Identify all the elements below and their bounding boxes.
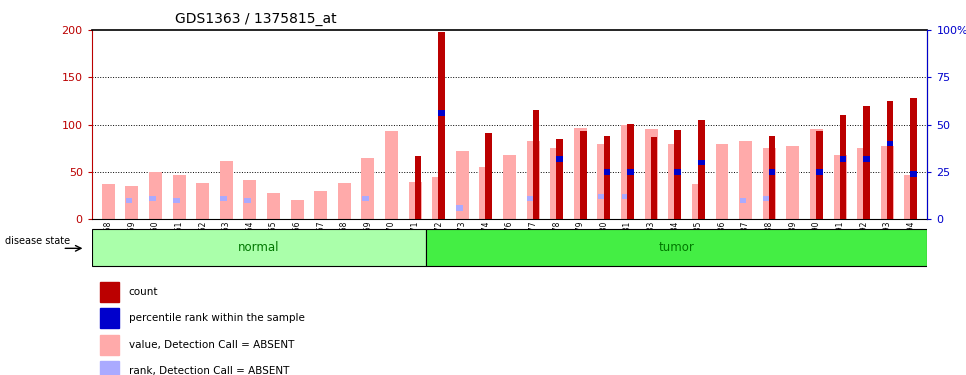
- Bar: [864, 106, 869, 219]
- Bar: [769, 169, 776, 175]
- Bar: [674, 130, 681, 219]
- Bar: [100, 334, 119, 355]
- Bar: [414, 156, 421, 219]
- Bar: [362, 196, 369, 201]
- Bar: [101, 184, 115, 219]
- Bar: [697, 120, 704, 219]
- Bar: [503, 155, 516, 219]
- Bar: [556, 139, 563, 219]
- Bar: [100, 282, 119, 302]
- Text: GDS1363 / 1375815_at: GDS1363 / 1375815_at: [176, 12, 337, 26]
- Bar: [100, 308, 119, 328]
- Text: tumor: tumor: [659, 241, 695, 254]
- Bar: [173, 198, 180, 203]
- Bar: [456, 205, 463, 211]
- Bar: [526, 141, 540, 219]
- Bar: [126, 186, 138, 219]
- Bar: [697, 160, 704, 165]
- Bar: [740, 198, 746, 203]
- Bar: [763, 196, 770, 201]
- Bar: [716, 144, 728, 219]
- Bar: [149, 172, 162, 219]
- Bar: [267, 193, 280, 219]
- Bar: [439, 111, 445, 116]
- Bar: [100, 361, 119, 375]
- Bar: [551, 148, 563, 219]
- Bar: [627, 169, 634, 175]
- Bar: [426, 229, 927, 266]
- Bar: [763, 148, 776, 219]
- Bar: [621, 124, 634, 219]
- Bar: [857, 148, 870, 219]
- Bar: [243, 180, 256, 219]
- Bar: [220, 196, 227, 201]
- Bar: [668, 144, 681, 219]
- Bar: [839, 156, 846, 162]
- Bar: [580, 131, 586, 219]
- Bar: [291, 200, 303, 219]
- Bar: [881, 146, 894, 219]
- Bar: [887, 101, 894, 219]
- Bar: [456, 151, 469, 219]
- Bar: [220, 160, 233, 219]
- Bar: [839, 115, 846, 219]
- Bar: [786, 147, 799, 219]
- Bar: [887, 141, 894, 147]
- Bar: [532, 111, 539, 219]
- Bar: [644, 129, 658, 219]
- Bar: [243, 198, 250, 203]
- Bar: [173, 175, 185, 219]
- Bar: [598, 144, 611, 219]
- Bar: [816, 131, 823, 219]
- Text: rank, Detection Call = ABSENT: rank, Detection Call = ABSENT: [128, 366, 289, 375]
- Bar: [910, 98, 917, 219]
- Bar: [439, 32, 445, 219]
- Bar: [816, 169, 823, 175]
- Bar: [621, 194, 628, 200]
- Bar: [627, 124, 634, 219]
- Bar: [126, 198, 132, 203]
- Bar: [150, 196, 156, 201]
- Text: normal: normal: [239, 241, 279, 254]
- Bar: [338, 183, 351, 219]
- Bar: [904, 175, 918, 219]
- Bar: [527, 196, 534, 201]
- Bar: [739, 141, 753, 219]
- Bar: [604, 136, 611, 219]
- Bar: [769, 136, 776, 219]
- Bar: [910, 171, 917, 177]
- Bar: [92, 229, 426, 266]
- Text: count: count: [128, 287, 158, 297]
- Text: disease state: disease state: [5, 236, 70, 246]
- Bar: [314, 191, 327, 219]
- Bar: [810, 129, 823, 219]
- Bar: [651, 137, 657, 219]
- Bar: [692, 184, 705, 219]
- Text: value, Detection Call = ABSENT: value, Detection Call = ABSENT: [128, 340, 294, 350]
- Bar: [361, 158, 375, 219]
- Bar: [604, 169, 611, 175]
- Bar: [409, 182, 421, 219]
- Bar: [385, 131, 398, 219]
- Bar: [556, 156, 563, 162]
- Bar: [834, 155, 846, 219]
- Bar: [864, 156, 869, 162]
- Bar: [432, 177, 445, 219]
- Bar: [574, 128, 587, 219]
- Text: percentile rank within the sample: percentile rank within the sample: [128, 313, 304, 323]
- Bar: [486, 133, 492, 219]
- Bar: [598, 194, 605, 200]
- Bar: [479, 167, 493, 219]
- Bar: [196, 183, 210, 219]
- Bar: [674, 169, 681, 175]
